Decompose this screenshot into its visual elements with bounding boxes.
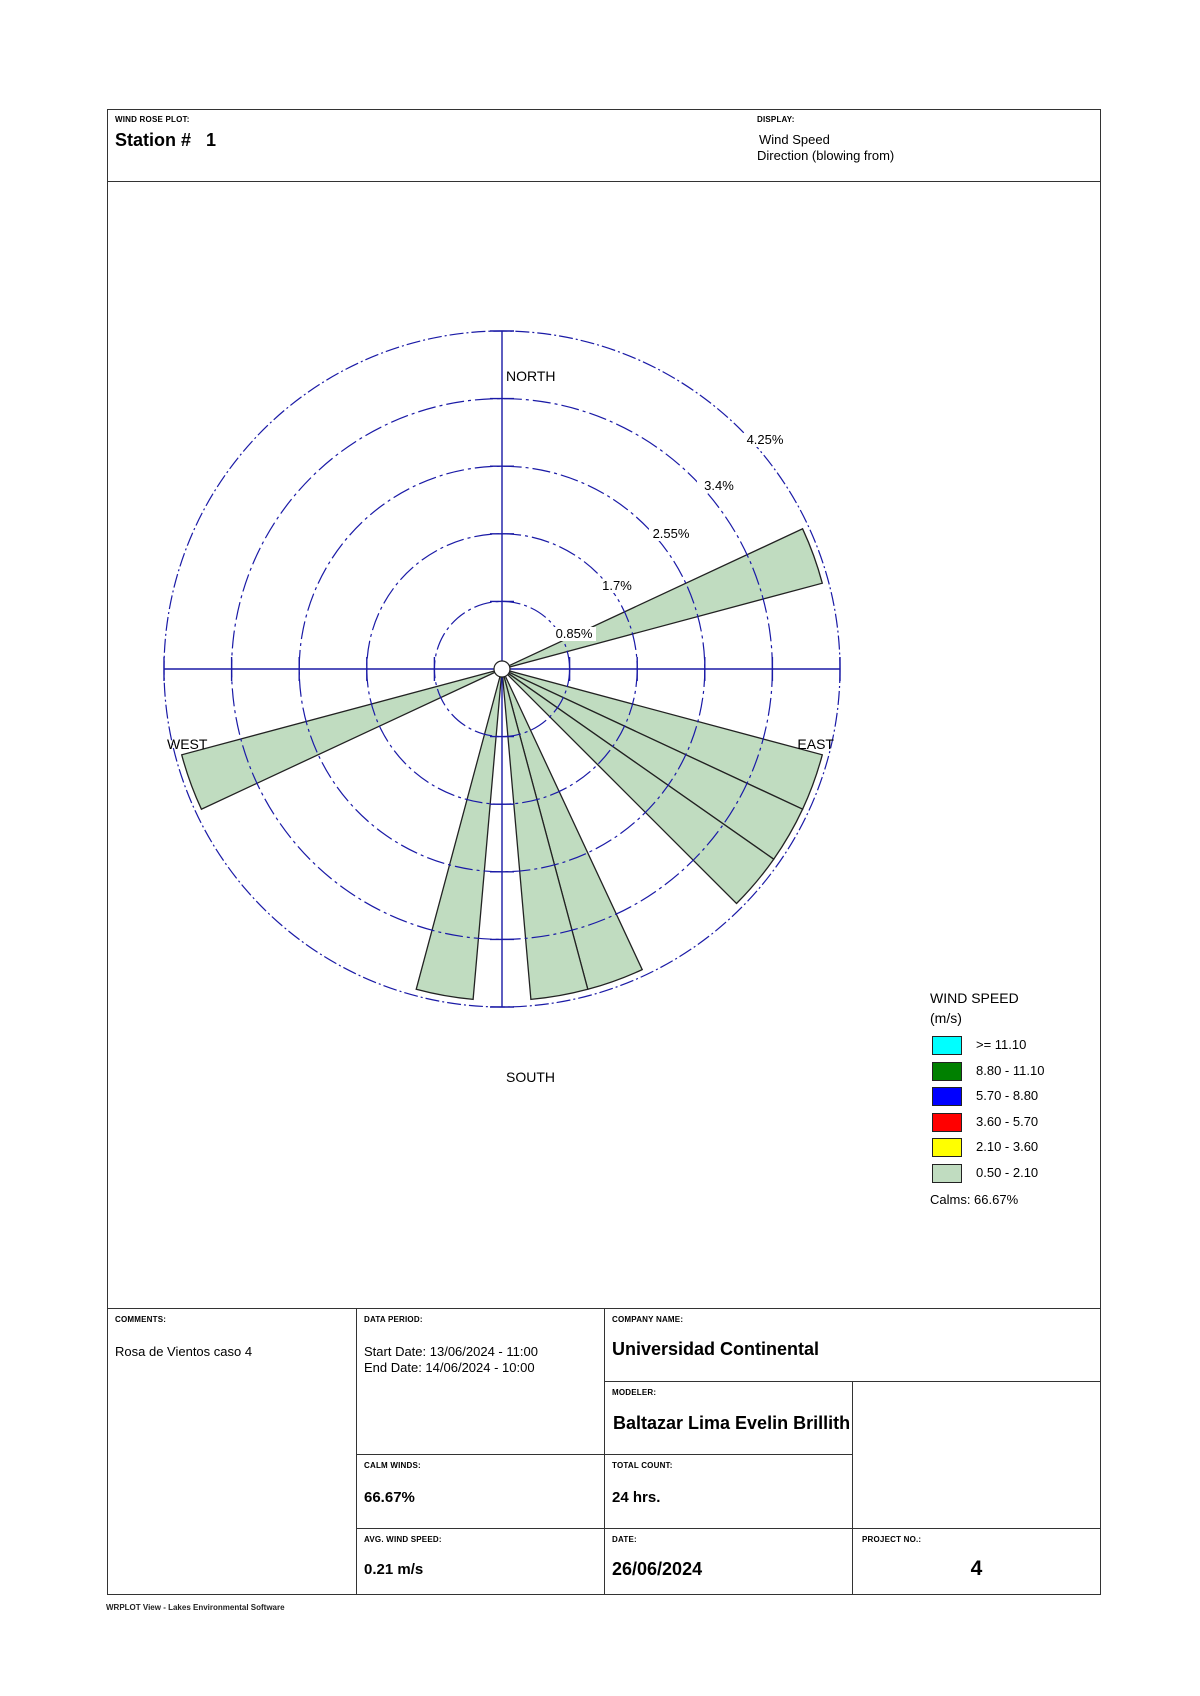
- end-date: End Date: 14/06/2024 - 10:00: [364, 1360, 535, 1375]
- calm-winds-cell: CALM WINDS: 66.67%: [356, 1454, 605, 1529]
- wind-rose-plot-label: WIND ROSE PLOT:: [115, 115, 190, 124]
- date-value: 26/06/2024: [612, 1559, 703, 1579]
- total-count-label: TOTAL COUNT:: [612, 1461, 673, 1470]
- project-cell: PROJECT NO.: 4: [852, 1528, 1101, 1595]
- station-prefix: Station #: [115, 130, 192, 150]
- comments-label: COMMENTS:: [115, 1315, 167, 1324]
- avg-wind-speed-label: AVG. WIND SPEED:: [364, 1535, 442, 1544]
- legend-title: WIND SPEED: [930, 990, 1019, 1006]
- modeler-cell: MODELER: Baltazar Lima Evelin Brillith: [604, 1381, 853, 1455]
- calm-winds-label: CALM WINDS:: [364, 1461, 421, 1470]
- data-period-cell: DATA PERIOD: Start Date: 13/06/2024 - 11…: [356, 1308, 605, 1455]
- legend-swatch: [932, 1112, 962, 1132]
- modeler-label: MODELER:: [612, 1388, 657, 1397]
- calm-winds-value: 66.67%: [364, 1489, 415, 1506]
- legend-swatch: [932, 1163, 962, 1183]
- software-credit: WRPLOT View - Lakes Environmental Softwa…: [106, 1603, 285, 1612]
- legend-item-label: 5.70 - 8.80: [976, 1088, 1039, 1104]
- legend-item-label: 2.10 - 3.60: [976, 1139, 1039, 1155]
- date-label: DATE:: [612, 1535, 637, 1544]
- company-name: Universidad Continental: [612, 1339, 820, 1359]
- project-number: 4: [970, 1557, 983, 1580]
- blank-cell: [852, 1381, 1101, 1529]
- comments-cell: COMMENTS: Rosa de Vientos caso 4: [107, 1308, 357, 1595]
- legend-item-label: 3.60 - 5.70: [976, 1113, 1039, 1129]
- company-cell: COMPANY NAME: Universidad Continental: [604, 1308, 1101, 1382]
- display-line-2: Direction (blowing from): [757, 148, 895, 163]
- avg-wind-speed-value: 0.21 m/s: [364, 1561, 424, 1578]
- legend-item-label: 8.80 - 11.10: [976, 1062, 1045, 1078]
- legend-item: 3.60 - 5.70: [930, 1111, 1100, 1137]
- date-cell: DATE: 26/06/2024: [604, 1528, 853, 1595]
- legend-swatch: [932, 1061, 962, 1081]
- modeler-name: Baltazar Lima Evelin Brillith: [613, 1413, 851, 1433]
- avg-wind-speed-cell: AVG. WIND SPEED: 0.21 m/s: [356, 1528, 605, 1595]
- legend-swatch: [932, 1138, 962, 1158]
- legend-item-label: >= 11.10: [976, 1037, 1027, 1052]
- project-label: PROJECT NO.:: [862, 1535, 922, 1544]
- legend-item: 5.70 - 8.80: [930, 1085, 1100, 1111]
- total-count-value: 24 hrs.: [612, 1489, 661, 1506]
- station-number: 1: [206, 130, 217, 150]
- header-box: WIND ROSE PLOT: Station # 1 DISPLAY: Win…: [107, 109, 1101, 182]
- legend-units: (m/s): [930, 1010, 962, 1026]
- comments-text: Rosa de Vientos caso 4: [115, 1344, 253, 1359]
- wind-speed-legend: WIND SPEED (m/s) >= 11.10 8.80 - 11.10 5.7…: [930, 988, 1100, 1207]
- start-date: Start Date: 13/06/2024 - 11:00: [364, 1344, 538, 1359]
- display-label: DISPLAY:: [757, 115, 795, 124]
- data-period-label: DATA PERIOD:: [364, 1315, 423, 1324]
- legend-calms: Calms: 66.67%: [930, 1191, 1019, 1207]
- legend-item-label: 0.50 - 2.10: [976, 1164, 1039, 1180]
- total-count-cell: TOTAL COUNT: 24 hrs.: [604, 1454, 853, 1529]
- display-line-1: Wind Speed: [759, 132, 830, 147]
- legend-swatch: [932, 1036, 962, 1055]
- legend-swatch: [932, 1087, 962, 1107]
- legend-item: >= 11.10: [930, 1034, 1100, 1060]
- company-label: COMPANY NAME:: [612, 1315, 684, 1324]
- station-title: Station # 1: [115, 130, 216, 151]
- legend-item: 0.50 - 2.10: [930, 1162, 1100, 1188]
- legend-item: 2.10 - 3.60: [930, 1136, 1100, 1162]
- legend-item: 8.80 - 11.10: [930, 1060, 1100, 1086]
